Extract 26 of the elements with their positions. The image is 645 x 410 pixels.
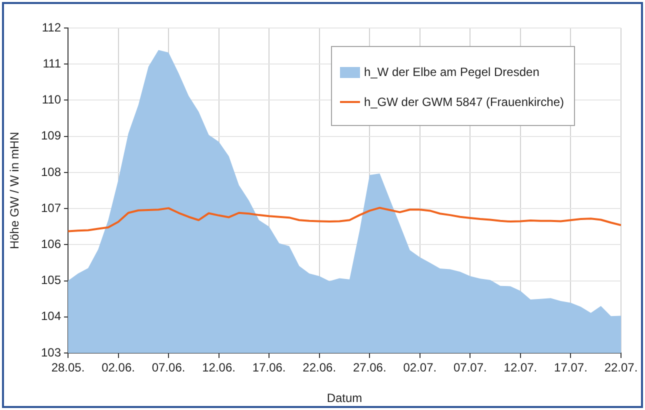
y-axis-title: Höhe GW / W in mHN [8, 132, 22, 250]
x-tick-label: 17.06. [252, 360, 286, 375]
y-tick-label: 112 [42, 20, 62, 34]
x-tick-label: 27.06. [352, 360, 386, 375]
y-tick-label: 104 [40, 309, 62, 324]
x-tick-label: 22.06. [302, 360, 336, 375]
legend-label: h_GW der GWM 5847 (Frauenkirche) [364, 95, 564, 109]
y-tick-label: 105 [40, 273, 62, 288]
y-tick-label: 103 [40, 345, 62, 360]
x-axis-title: Datum [326, 391, 362, 406]
y-tick-label: 107 [40, 200, 62, 215]
y-tick-label: 106 [40, 236, 62, 251]
x-tick-label: 07.06. [152, 360, 186, 375]
x-tick-label: 02.07. [403, 360, 437, 375]
x-tick-label: 28.05. [51, 360, 85, 375]
y-tick-label: 110 [42, 92, 62, 107]
x-tick-label: 22.07. [604, 360, 638, 375]
x-tick-label: 02.06. [102, 360, 135, 375]
y-tick-label: 111 [42, 56, 62, 70]
y-tick-label: 109 [40, 128, 62, 143]
y-tick-label: 108 [40, 164, 62, 179]
x-tick-label: 12.07. [504, 360, 538, 375]
x-tick-label: 12.06. [202, 360, 236, 375]
x-tick-label: 07.07. [453, 360, 487, 375]
x-tick-label: 17.07. [554, 360, 588, 375]
legend-label: h_W der Elbe am Pegel Dresden [364, 65, 540, 79]
